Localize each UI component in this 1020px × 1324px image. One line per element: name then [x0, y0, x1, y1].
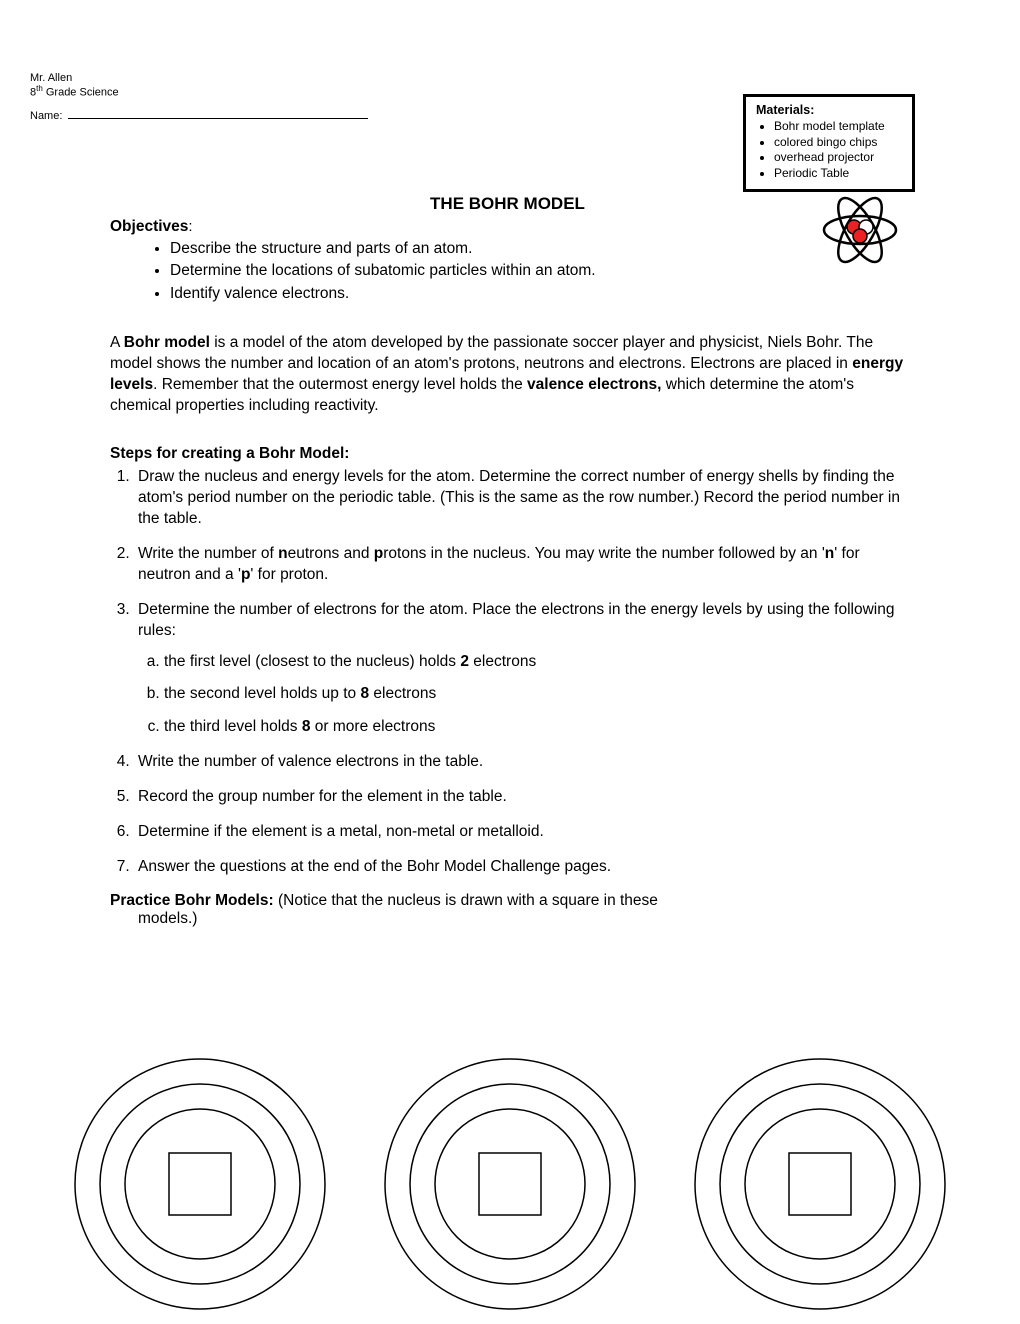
- bohr-diagram: [680, 1044, 960, 1324]
- bohr-diagram: [370, 1044, 650, 1324]
- step-item: Determine if the element is a metal, non…: [134, 822, 905, 843]
- materials-item: Bohr model template: [774, 119, 902, 135]
- bohr-diagrams-row: [60, 1044, 960, 1324]
- subject: Grade Science: [43, 87, 119, 99]
- atom-icon: [820, 195, 900, 269]
- step-item: Record the group number for the element …: [134, 787, 905, 808]
- objective-item: Identify valence electrons.: [170, 283, 905, 305]
- step-item: Determine the number of electrons for th…: [134, 600, 905, 739]
- intro-paragraph: A Bohr model is a model of the atom deve…: [110, 333, 905, 417]
- materials-list: Bohr model template colored bingo chips …: [756, 119, 902, 181]
- objectives-section: Objectives: Describe the structure and p…: [110, 218, 905, 305]
- objective-item: Determine the locations of subatomic par…: [170, 260, 905, 282]
- sub-steps-list: the first level (closest to the nucleus)…: [138, 652, 905, 739]
- step-item: Write the number of valence electrons in…: [134, 752, 905, 773]
- name-blank[interactable]: [68, 118, 368, 119]
- materials-item: colored bingo chips: [774, 135, 902, 151]
- header-teacher-info: Mr. Allen 8th Grade Science: [30, 72, 119, 99]
- sub-step-item: the first level (closest to the nucleus)…: [164, 652, 905, 673]
- objectives-list: Describe the structure and parts of an a…: [110, 238, 905, 305]
- step-item: Draw the nucleus and energy levels for t…: [134, 467, 905, 530]
- teacher-name: Mr. Allen: [30, 72, 72, 84]
- materials-item: overhead projector: [774, 150, 902, 166]
- sub-step-item: the third level holds 8 or more electron…: [164, 717, 905, 738]
- step-item: Answer the questions at the end of the B…: [134, 857, 905, 878]
- bohr-diagram: [60, 1044, 340, 1324]
- practice-label: Practice Bohr Models:: [110, 892, 278, 909]
- practice-section: Practice Bohr Models: (Notice that the n…: [110, 892, 905, 928]
- materials-title: Materials:: [756, 103, 902, 117]
- grade-suffix: th: [36, 84, 43, 93]
- objective-item: Describe the structure and parts of an a…: [170, 238, 905, 260]
- sub-step-item: the second level holds up to 8 electrons: [164, 684, 905, 705]
- main-content: THE BOHR MODEL Objectives: Describe the …: [110, 194, 905, 928]
- name-label: Name:: [30, 110, 65, 122]
- steps-list: Draw the nucleus and energy levels for t…: [110, 467, 905, 878]
- name-field-row: Name:: [30, 110, 368, 122]
- step-item: Write the number of neutrons and protons…: [134, 544, 905, 586]
- materials-item: Periodic Table: [774, 166, 902, 182]
- materials-box: Materials: Bohr model template colored b…: [743, 94, 915, 192]
- objectives-label: Objectives: [110, 218, 188, 235]
- practice-text: (Notice that the nucleus is drawn with a…: [278, 892, 658, 909]
- steps-title: Steps for creating a Bohr Model:: [110, 445, 905, 463]
- page-title: THE BOHR MODEL: [110, 194, 905, 214]
